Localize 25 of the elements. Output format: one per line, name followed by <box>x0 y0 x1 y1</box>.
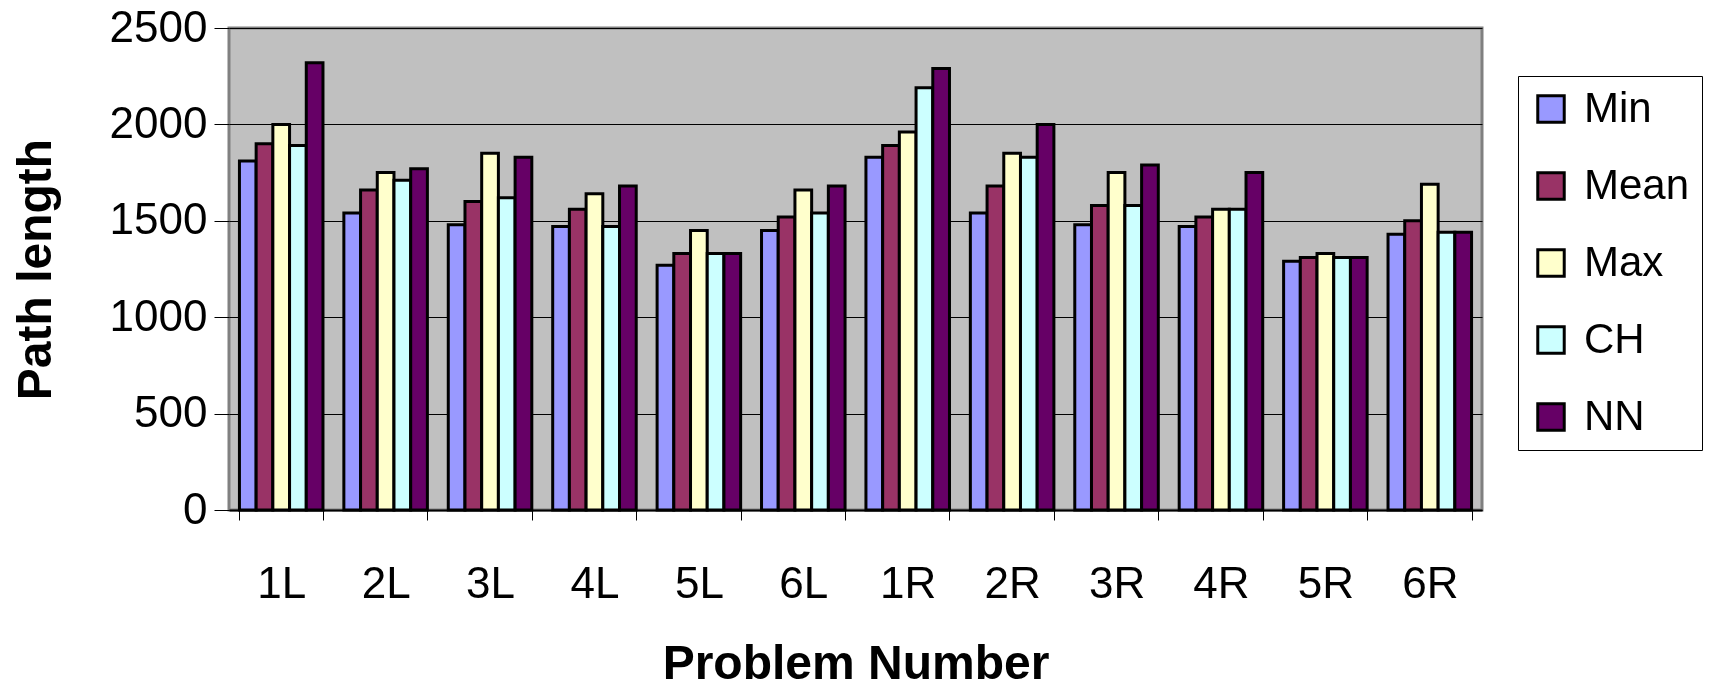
x-tick-label: 2L <box>361 557 411 607</box>
legend-label: NN <box>1584 392 1645 439</box>
x-tick-label: 1R <box>880 557 937 607</box>
legend-label: Max <box>1584 238 1664 285</box>
y-tick-label: 1000 <box>109 290 208 340</box>
x-tick-label: 4L <box>570 557 620 607</box>
legend-label: Min <box>1584 84 1652 131</box>
x-tick-label: 5L <box>674 557 724 607</box>
x-tick-label: 1L <box>257 557 307 607</box>
y-tick-label: 2500 <box>109 1 208 51</box>
x-tick-label: 6L <box>779 557 829 607</box>
x-tick-label: 6R <box>1402 557 1459 607</box>
x-tick-label: 5R <box>1297 557 1354 607</box>
y-tick-label: 1500 <box>109 194 208 244</box>
y-axis-title: Path length <box>7 138 61 401</box>
y-tick-label: 2000 <box>109 97 208 147</box>
x-axis-title: Problem Number <box>662 635 1050 683</box>
x-tick-label: 3L <box>466 557 516 607</box>
y-tick-label: 0 <box>183 483 208 533</box>
legend-label: Mean <box>1584 161 1690 208</box>
legend-label: CH <box>1584 315 1645 362</box>
x-tick-label: 4R <box>1193 557 1250 607</box>
x-tick-label: 3R <box>1088 557 1146 607</box>
y-tick-label: 500 <box>134 387 208 437</box>
x-tick-label: 2R <box>984 557 1041 607</box>
